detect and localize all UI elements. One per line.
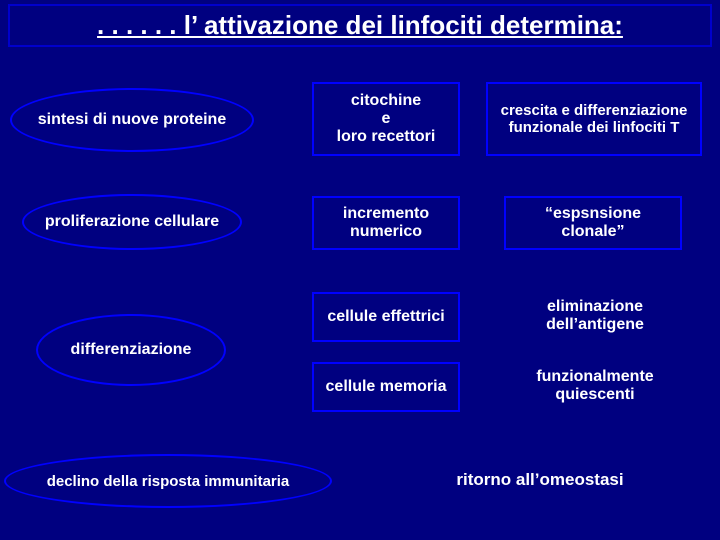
- ellipse-sintesi: sintesi di nuove proteine: [10, 88, 254, 152]
- box-label: cellule effettrici: [327, 308, 444, 326]
- text-omeostasi: ritorno all’omeostasi: [420, 470, 660, 490]
- text-label: ritorno all’omeostasi: [456, 470, 623, 489]
- box-label: incremento numerico: [320, 205, 452, 241]
- box-label: crescita e differenziazione funzionale d…: [494, 102, 694, 136]
- text-label: funzionalmente quiescenti: [536, 368, 653, 403]
- ellipse-proliferazione: proliferazione cellulare: [22, 194, 242, 250]
- ellipse-label: sintesi di nuove proteine: [38, 111, 226, 129]
- ellipse-label: proliferazione cellulare: [45, 213, 219, 231]
- box-espansione: “espsnsione clonale”: [504, 196, 682, 250]
- box-label: citochine e loro recettori: [337, 92, 436, 146]
- box-label: cellule memoria: [326, 378, 447, 396]
- ellipse-differenziazione: differenziazione: [36, 314, 226, 386]
- ellipse-declino: declino della risposta immunitaria: [4, 454, 332, 508]
- text-quiescenti: funzionalmente quiescenti: [510, 368, 680, 404]
- ellipse-label: differenziazione: [71, 341, 192, 359]
- box-label: “espsnsione clonale”: [512, 205, 674, 241]
- box-citochine: citochine e loro recettori: [312, 82, 460, 156]
- title-text: . . . . . . l’ attivazione dei linfociti…: [97, 10, 623, 40]
- box-crescita: crescita e differenziazione funzionale d…: [486, 82, 702, 156]
- text-label: eliminazione dell’antigene: [546, 298, 644, 333]
- box-effettrici: cellule effettrici: [312, 292, 460, 342]
- box-incremento: incremento numerico: [312, 196, 460, 250]
- box-memoria: cellule memoria: [312, 362, 460, 412]
- ellipse-label: declino della risposta immunitaria: [47, 473, 290, 490]
- title-box: . . . . . . l’ attivazione dei linfociti…: [8, 4, 712, 47]
- text-eliminazione: eliminazione dell’antigene: [510, 298, 680, 334]
